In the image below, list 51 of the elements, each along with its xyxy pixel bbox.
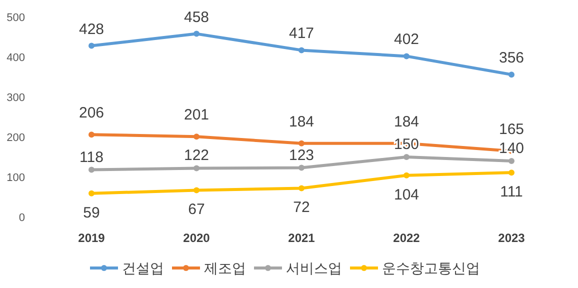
legend-label: 서비스업 [286, 260, 342, 276]
data-label: 184 [288, 113, 314, 130]
data-label: 402 [394, 31, 420, 48]
point [194, 30, 200, 37]
point [194, 187, 200, 194]
point [298, 164, 304, 171]
data-label: 104 [394, 186, 420, 204]
data-label: 122 [184, 147, 210, 164]
x-tick-label: 2021 [288, 231, 316, 245]
data-label: 123 [288, 146, 314, 164]
point [404, 172, 410, 178]
point [88, 166, 94, 173]
y-tick-label: 0 [18, 212, 25, 224]
data-label: 184 [394, 113, 420, 130]
legend-label: 제조업 [204, 260, 246, 276]
point [88, 42, 94, 49]
point [194, 165, 200, 172]
x-tick-label: 2020 [183, 231, 210, 245]
point [298, 47, 304, 54]
point [298, 185, 304, 192]
x-tick-label: 2023 [498, 231, 526, 245]
data-label: 59 [83, 204, 100, 222]
x-tick-label: 2022 [393, 231, 420, 245]
y-tick-label: 400 [6, 52, 25, 64]
point [404, 53, 410, 60]
data-label: 417 [288, 25, 314, 42]
point [508, 158, 514, 164]
data-label: 201 [184, 106, 210, 124]
point [298, 140, 304, 146]
data-label: 458 [184, 8, 210, 26]
data-label: 428 [78, 20, 104, 38]
y-tick-label: 100 [6, 172, 25, 184]
data-label: 72 [293, 199, 310, 216]
data-label: 206 [78, 104, 104, 122]
legend-label: 건설업 [122, 260, 164, 276]
point [194, 134, 200, 140]
y-tick-label: 500 [6, 12, 25, 24]
y-tick-label: 300 [6, 92, 25, 104]
x-tick-label: 2019 [78, 231, 106, 245]
data-label: 111 [500, 184, 523, 201]
data-label: 67 [188, 201, 205, 218]
data-label: 165 [498, 121, 524, 138]
point [508, 72, 514, 78]
legend-label: 운수창고통신업 [382, 260, 480, 276]
data-label: 356 [498, 50, 524, 67]
point [404, 154, 410, 160]
point [88, 132, 94, 138]
point [508, 170, 514, 176]
y-tick-label: 200 [6, 132, 25, 144]
point [88, 190, 94, 196]
data-label: 118 [80, 148, 104, 166]
